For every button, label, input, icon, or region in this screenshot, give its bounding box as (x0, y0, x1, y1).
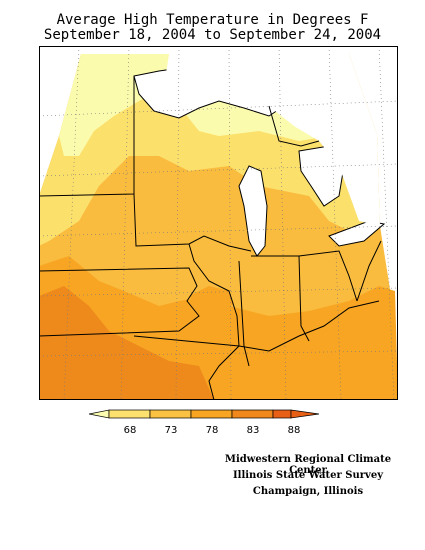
legend-swatch-83-88 (231, 409, 274, 419)
lake-erie (328, 220, 386, 247)
legend-tick-88: 88 (288, 425, 301, 436)
state-borders (39, 76, 382, 400)
credit-location: Champaign, Illinois (252, 486, 364, 497)
legend-swatch-73-78 (149, 409, 192, 419)
legend-tick-78: 78 (206, 425, 219, 436)
canada-region (164, 54, 380, 226)
map-title-line-1: Average High Temperature in Degrees F (56, 12, 369, 28)
legend-swatch-68-73 (108, 409, 151, 419)
temperature-legend: 68 73 78 83 88 (89, 409, 320, 436)
legend-arrow-low (89, 409, 110, 419)
temp-zone-83-88-patch (189, 286, 234, 312)
map-title-line-2: September 18, 2004 to September 24, 2004 (43, 27, 382, 43)
legend-swatch-88-plus (272, 409, 292, 419)
legend-tick-68: 68 (124, 425, 137, 436)
legend-tick-73: 73 (165, 425, 178, 436)
credit-survey: Illinois State Water Survey (232, 470, 384, 481)
legend-swatch-78-83 (190, 409, 233, 419)
legend-arrow-high (290, 409, 320, 419)
credit-center: Midwestern Regional Climate Center (224, 454, 392, 476)
temp-zone-88-plus (40, 286, 214, 399)
temperature-map (39, 46, 398, 400)
legend-tick-83: 83 (247, 425, 260, 436)
